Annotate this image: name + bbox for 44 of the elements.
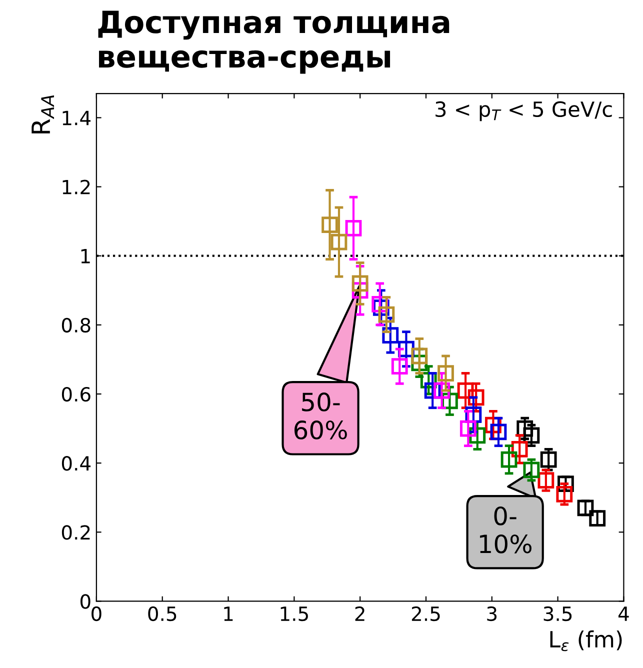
y-tick-label: 0.8 [62,318,90,333]
x-tick-label: 0.5 [148,606,176,622]
chart-title: Доступная толщина вещества-среды [98,10,450,74]
point [468,389,484,406]
annotation: 50- 60% [294,392,347,440]
x-tick-label: 3.5 [544,606,572,622]
point [382,327,399,344]
point [330,234,348,250]
y-tick-label: 0.4 [62,456,90,471]
y-tick-label: 1 [81,249,90,264]
point [523,427,540,444]
y-tick-label: 1.4 [62,110,90,126]
point [322,216,338,233]
x-axis-title: L$_{ε}$ (fm) [550,630,622,652]
point [523,462,540,478]
x-tick-label: 3 [487,606,497,622]
point [411,348,428,364]
point [345,220,362,236]
x-tick-label: 4 [618,606,629,621]
annotation: 3 < p$_{T}$ < 5 GeV/c [436,101,612,122]
point [556,486,573,502]
x-tick-label: 1.5 [280,606,308,622]
y-tick-label: 0 [80,594,90,609]
x-tick-label: 2 [355,606,364,621]
y-axis-title: R$_{AA}$ [32,95,54,134]
point [460,420,476,437]
point [378,306,395,323]
point [540,451,557,468]
x-tick-label: 1 [224,606,233,621]
y-tick-label: 0.6 [62,386,90,402]
y-tick-label: 1.2 [62,180,90,194]
point [538,472,554,489]
y-tick-label: 0.2 [62,525,90,540]
point [490,424,507,440]
annotation: 0- 10% [480,506,532,554]
point [457,382,474,399]
x-tick-label: 0 [92,606,102,622]
point [577,500,594,516]
point [589,510,606,527]
point [391,358,408,375]
point [500,451,518,468]
point [434,382,450,399]
x-tick-label: 2.5 [412,606,440,622]
point [352,275,368,292]
